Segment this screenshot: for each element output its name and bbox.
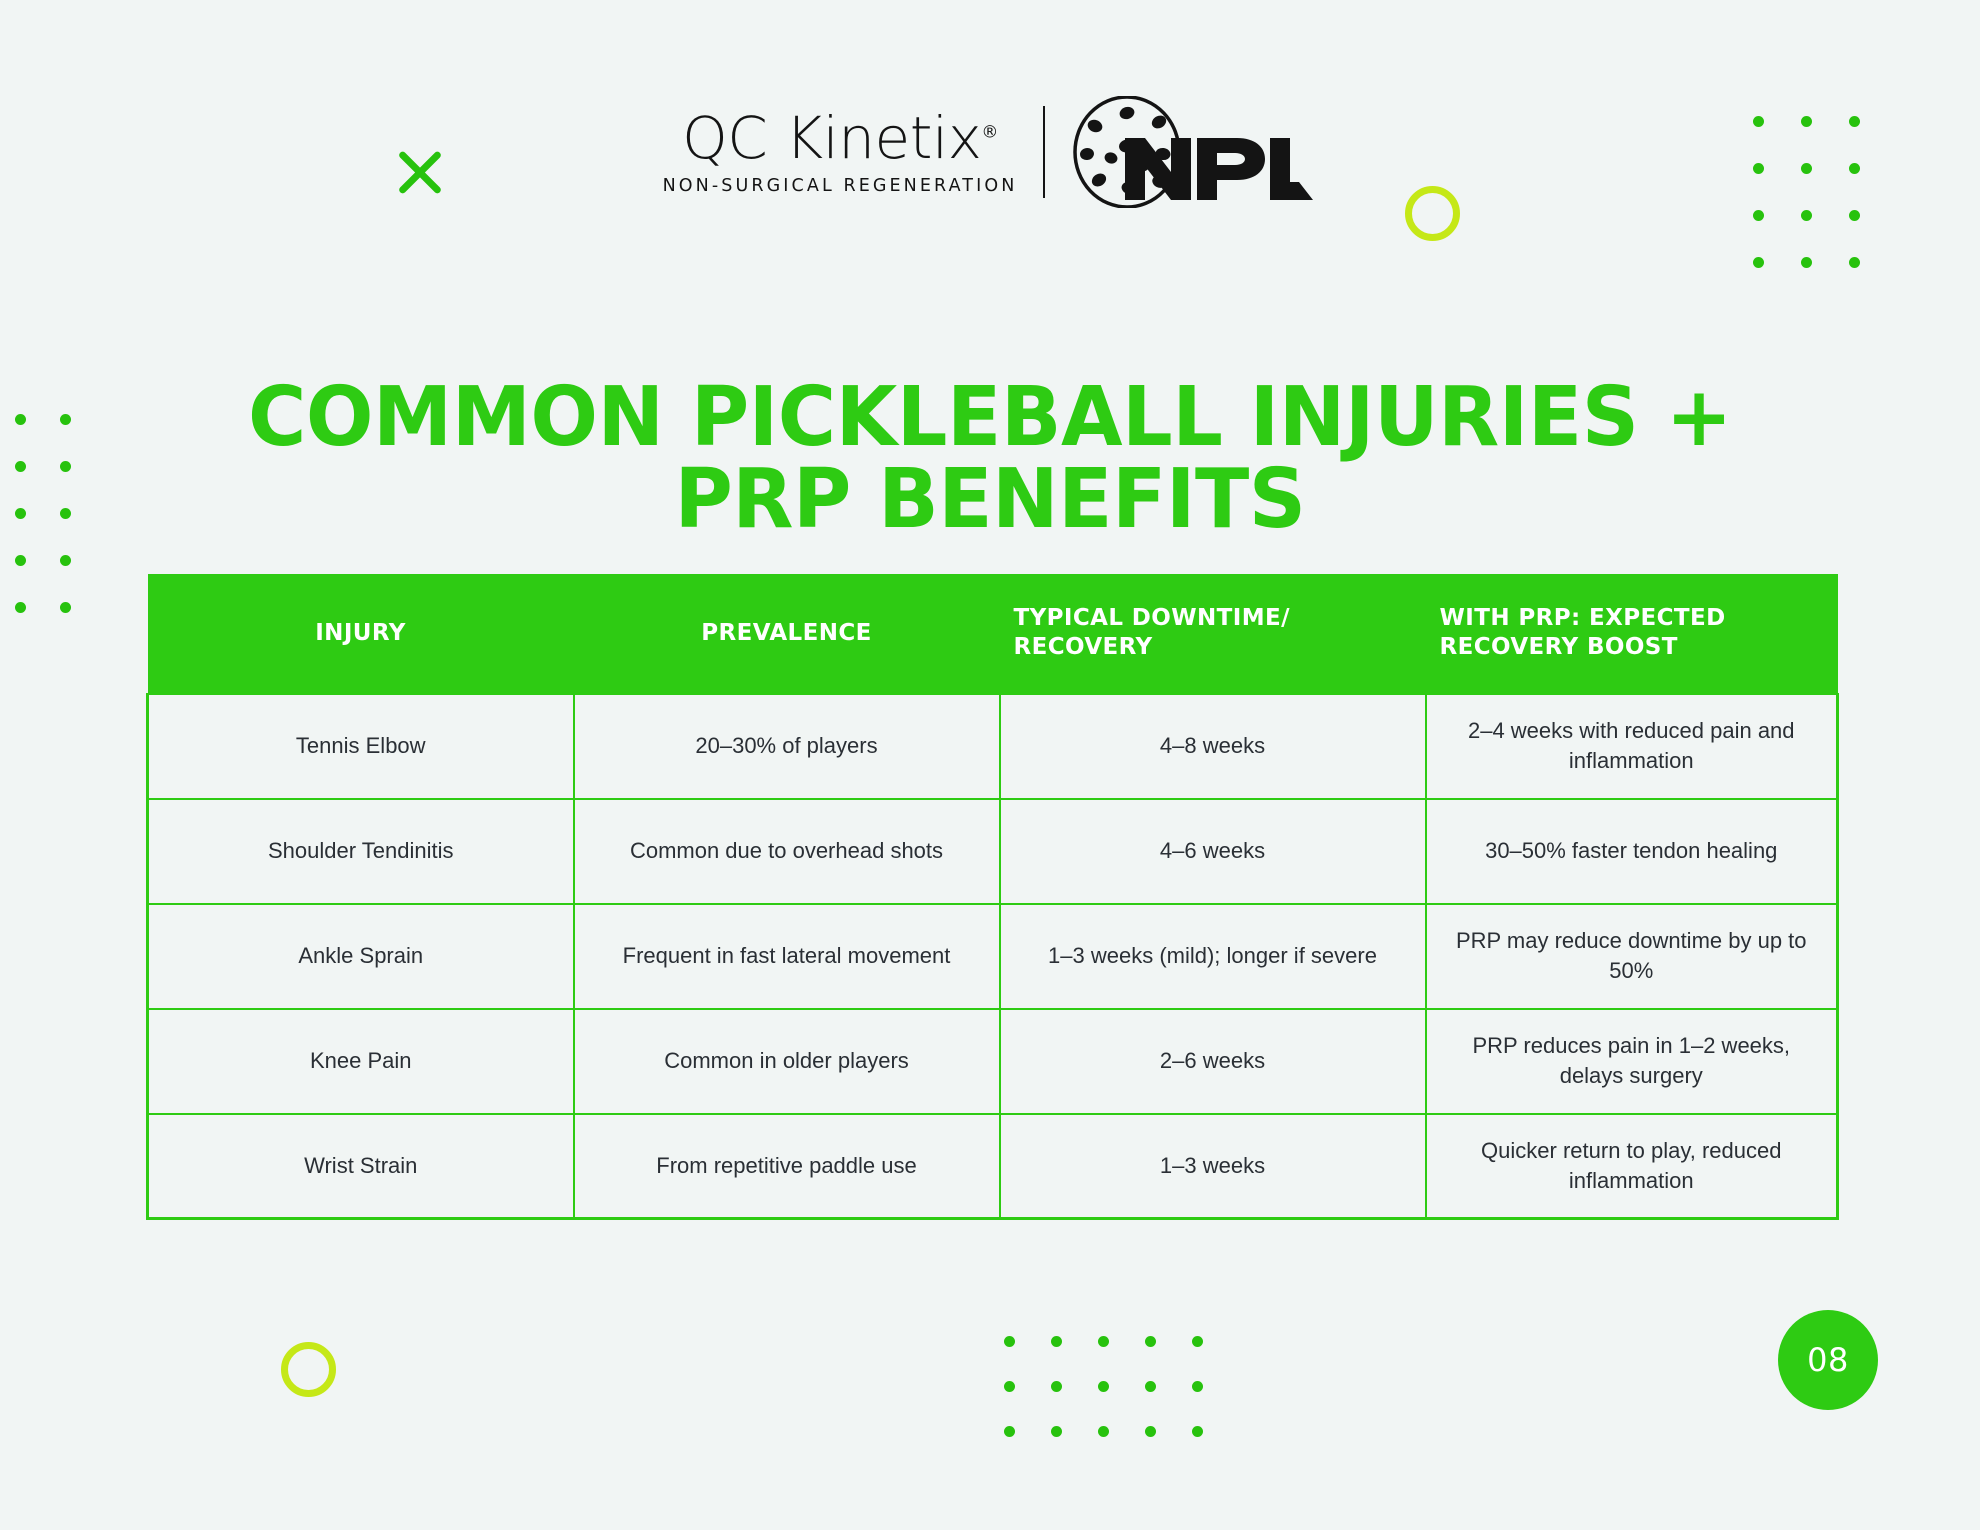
decorative-dot: [60, 461, 71, 472]
decorative-dot: [1192, 1336, 1203, 1347]
decorative-dot: [1801, 257, 1812, 268]
decorative-dot: [1849, 257, 1860, 268]
decorative-dot: [1098, 1426, 1109, 1437]
cell-injury: Tennis Elbow: [146, 692, 575, 800]
decorative-dot: [15, 461, 26, 472]
decorative-dot: [1145, 1336, 1156, 1347]
cell-prp: 30–50% faster tendon healing: [1424, 797, 1839, 905]
cell-downtime: 1–3 weeks: [998, 1112, 1427, 1221]
decorative-dot: [1004, 1336, 1015, 1347]
cell-prp: PRP may reduce downtime by up to 50%: [1424, 902, 1839, 1010]
injuries-table: INJURY PREVALENCE TYPICAL DOWNTIME/ RECO…: [146, 574, 1839, 1221]
logo-divider: [1043, 106, 1046, 198]
cell-injury: Wrist Strain: [146, 1112, 575, 1221]
decorative-dot: [1801, 163, 1812, 174]
decorative-dot: [1051, 1336, 1062, 1347]
qc-kinetix-wordmark: QC Kinetix®: [682, 109, 998, 167]
table-row: Wrist Strain From repetitive paddle use …: [146, 1112, 1839, 1221]
column-header-prevalence: PREVALENCE: [573, 574, 1000, 694]
cell-prevalence: Frequent in fast lateral movement: [572, 902, 1001, 1010]
cell-downtime: 1–3 weeks (mild); longer if severe: [998, 902, 1427, 1010]
decorative-dot: [15, 602, 26, 613]
cell-injury: Ankle Sprain: [146, 902, 575, 1010]
page-number-badge: 08: [1778, 1310, 1878, 1410]
decorative-dot: [60, 414, 71, 425]
cell-prp: PRP reduces pain in 1–2 weeks, delays su…: [1424, 1007, 1839, 1115]
table-row: Tennis Elbow 20–30% of players 4–8 weeks…: [146, 692, 1839, 800]
injuries-table-container: INJURY PREVALENCE TYPICAL DOWNTIME/ RECO…: [146, 574, 1839, 1221]
cell-prevalence: 20–30% of players: [572, 692, 1001, 800]
cell-prevalence: Common due to overhead shots: [572, 797, 1001, 905]
cell-prevalence: From repetitive paddle use: [572, 1112, 1001, 1221]
decorative-dot: [1801, 116, 1812, 127]
table-body: Tennis Elbow 20–30% of players 4–8 weeks…: [146, 692, 1839, 1221]
decorative-dot: [1192, 1426, 1203, 1437]
qc-kinetix-wordmark-text: QC Kinetix: [682, 103, 982, 172]
cell-downtime: 2–6 weeks: [998, 1007, 1427, 1115]
decorative-dot: [1098, 1381, 1109, 1392]
cell-downtime: 4–6 weeks: [998, 797, 1427, 905]
decorative-dot: [1753, 116, 1764, 127]
decorative-dot: [1753, 257, 1764, 268]
decorative-dot: [1004, 1426, 1015, 1437]
circle-outline-icon-bottom-left: [281, 1342, 336, 1397]
table-row: Knee Pain Common in older players 2–6 we…: [146, 1007, 1839, 1115]
npl-logo: [1045, 96, 1317, 208]
cell-downtime: 4–8 weeks: [998, 692, 1427, 800]
decorative-dot: [1098, 1336, 1109, 1347]
decorative-dot: [60, 602, 71, 613]
decorative-dot: [1753, 163, 1764, 174]
circle-outline-icon-top-right: [1405, 186, 1460, 241]
qc-kinetix-logo: QC Kinetix® NON-SURGICAL REGENERATION: [663, 109, 1044, 196]
decorative-dot: [1004, 1381, 1015, 1392]
decorative-dot: [1801, 210, 1812, 221]
decorative-dot: [1051, 1381, 1062, 1392]
brand-logo-bar: QC Kinetix® NON-SURGICAL REGENERATION: [0, 96, 1980, 208]
column-header-downtime: TYPICAL DOWNTIME/ RECOVERY: [999, 574, 1426, 694]
cell-injury: Knee Pain: [146, 1007, 575, 1115]
decorative-dot: [60, 555, 71, 566]
decorative-dot: [1051, 1426, 1062, 1437]
page-title: COMMON PICKLEBALL INJURIES + PRP BENEFIT…: [248, 369, 1732, 547]
qc-kinetix-tagline: NON-SURGICAL REGENERATION: [662, 175, 1018, 196]
decorative-dot: [1145, 1426, 1156, 1437]
table-header: INJURY PREVALENCE TYPICAL DOWNTIME/ RECO…: [147, 574, 1838, 694]
npl-pickleball-icon: [1073, 96, 1314, 208]
cell-prevalence: Common in older players: [572, 1007, 1001, 1115]
decorative-dot: [15, 414, 26, 425]
cell-injury: Shoulder Tendinitis: [146, 797, 575, 905]
cell-prp: Quicker return to play, reduced inflamma…: [1424, 1112, 1839, 1221]
decorative-dot: [1753, 210, 1764, 221]
decorative-dot: [15, 555, 26, 566]
table-row: Ankle Sprain Frequent in fast lateral mo…: [146, 902, 1839, 1010]
decorative-dot: [1145, 1381, 1156, 1392]
column-header-injury: INJURY: [147, 574, 574, 694]
cell-prp: 2–4 weeks with reduced pain and inflamma…: [1424, 692, 1839, 800]
decorative-dot: [1849, 116, 1860, 127]
table-header-row: INJURY PREVALENCE TYPICAL DOWNTIME/ RECO…: [147, 574, 1838, 694]
decorative-dot: [1849, 210, 1860, 221]
column-header-prp: WITH PRP: EXPECTED RECOVERY BOOST: [1425, 574, 1838, 694]
decorative-dot: [15, 508, 26, 519]
decorative-dot: [1192, 1381, 1203, 1392]
decorative-dot: [1849, 163, 1860, 174]
registered-trademark-icon: ®: [981, 122, 998, 143]
table-row: Shoulder Tendinitis Common due to overhe…: [146, 797, 1839, 905]
decorative-dot: [60, 508, 71, 519]
